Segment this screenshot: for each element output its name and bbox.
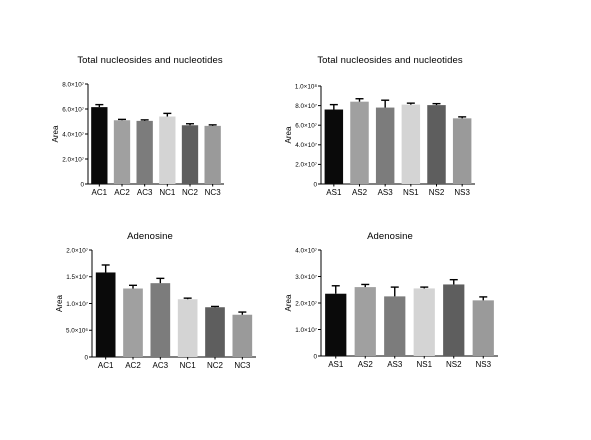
chart-title: Adenosine [127,231,173,242]
chart-adenosine-c: 0 5.0×10⁶ 1.0×10⁷ 1.5×10⁷ 2.0×10⁷ Area AC1 AC2 A… [55,247,256,370]
x-tick-label: AS1 [328,360,344,369]
bar [384,296,406,356]
chart-title: Adenosine [367,231,413,242]
chart-panel-adenosine-s: Adenosine 0 1.0×10⁷ 2.0×10⁷ 3.0×10⁷ 4.0×10⁷ A… [270,226,510,376]
y-axis-label: Area [51,125,60,142]
y-tick-label: 2.0×10⁷ [66,247,88,254]
bar [443,284,465,356]
x-tick-label: AS1 [326,188,342,197]
x-tick-label: AC1 [98,361,114,370]
bar [150,283,171,357]
x-tick-label: NS3 [454,188,470,197]
y-tick-label: 2.0×10⁷ [295,162,317,169]
x-tick-label: AS2 [352,188,368,197]
bar [113,120,131,184]
x-tick-label: AC2 [114,188,130,197]
y-tick-label: 0 [84,354,88,361]
bar [452,118,472,184]
bar [136,120,153,184]
bar [427,105,446,184]
y-tick-label: 5.0×10⁶ [66,328,88,335]
y-tick-label: 0 [313,353,317,360]
chart-total-s: 0 2.0×10⁷ 4.0×10⁷ 6.0×10⁷ 8.0×10⁷ 1.0×10⁸ Area… [284,83,475,197]
x-tick-label: AS2 [358,360,374,369]
y-tick-label: 1.0×10⁸ [295,83,317,90]
y-tick-label: 8.0×10⁷ [62,81,84,88]
chart-total-c: 0 2.0×10⁷ 4.0×10⁷ 6.0×10⁷ 8.0×10⁷ Area AC1 AC2 A… [51,81,224,197]
y-axis-label: Area [284,126,293,143]
x-tick-label: NS1 [403,188,419,197]
x-tick-label: AC3 [153,361,169,370]
x-tick-label: NC1 [159,188,176,197]
bar [401,104,421,184]
y-tick-label: 1.0×10⁷ [295,327,317,334]
bar [123,288,143,357]
bar [91,107,108,184]
chart-panel-adenosine-c: Adenosine 0 5.0×10⁶ 1.0×10⁷ 1.5×10⁷ 2.0×10⁷ A… [40,226,260,376]
y-tick-label: 8.0×10⁷ [295,103,317,110]
x-tick-label: NS2 [446,360,462,369]
bar [375,107,395,184]
y-tick-label: 6.0×10⁷ [62,106,84,113]
y-tick-label: 1.0×10⁷ [66,301,88,308]
x-tick-label: AC2 [125,361,141,370]
y-tick-label: 2.0×10⁷ [295,300,317,307]
bar [354,287,376,356]
bar [205,307,225,357]
bar [159,116,176,184]
y-axis-label: Area [284,294,293,311]
bar [413,288,435,356]
x-tick-label: AC3 [137,188,153,197]
x-tick-label: AS3 [387,360,403,369]
x-tick-label: NS2 [429,188,445,197]
y-tick-label: 0 [80,181,84,188]
bar [181,125,199,184]
bar [324,109,344,184]
bar [177,299,198,357]
chart-title: Total nucleosides and nucleotides [317,55,463,66]
bar [204,125,221,184]
y-tick-label: 3.0×10⁷ [295,274,317,281]
x-tick-label: NS1 [416,360,432,369]
y-tick-label: 4.0×10⁷ [295,142,317,149]
y-tick-label: 1.5×10⁷ [66,274,88,281]
x-tick-label: NC3 [234,361,251,370]
y-axis-label: Area [55,295,64,312]
chart-title: Total nucleosides and nucleotides [77,55,223,66]
x-tick-label: AC1 [92,188,108,197]
x-tick-label: NC2 [207,361,224,370]
x-tick-label: NS3 [475,360,491,369]
y-tick-label: 0 [313,181,317,188]
bar [232,314,253,357]
x-tick-label: NC1 [180,361,197,370]
chart-panel-total-c: Total nucleosides and nucleotides 0 2.0×1… [40,50,260,200]
bar [95,272,116,357]
x-tick-label: NC3 [205,188,222,197]
y-tick-label: 4.0×10⁷ [295,247,317,254]
x-tick-label: NC2 [182,188,199,197]
x-tick-label: AS3 [378,188,394,197]
y-tick-label: 2.0×10⁷ [62,156,84,163]
bar [350,101,369,184]
bar [472,300,494,356]
bar [325,293,347,356]
y-tick-label: 4.0×10⁷ [62,131,84,138]
chart-panel-total-s: Total nucleosides and nucleotides 0 2.0×1… [270,50,510,200]
y-tick-label: 6.0×10⁷ [295,123,317,130]
chart-adenosine-s: 0 1.0×10⁷ 2.0×10⁷ 3.0×10⁷ 4.0×10⁷ Area AS1 AS2 A… [284,247,498,369]
